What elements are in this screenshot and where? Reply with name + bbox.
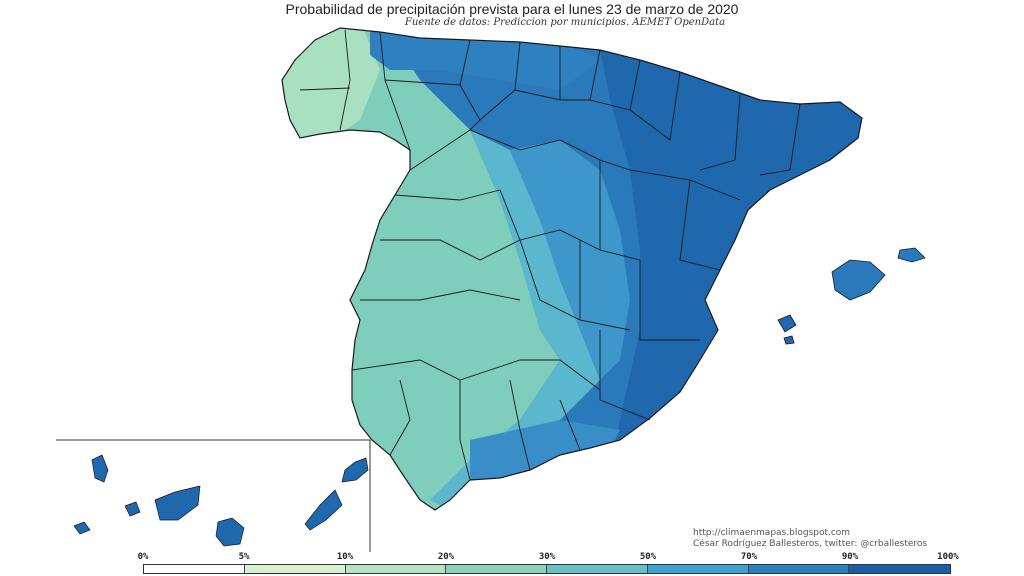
legend-segment [144, 565, 245, 573]
legend-label: 100% [937, 552, 959, 562]
legend-labels: 0% 5% 10% 20% 30% 50% 70% 90% 100% [0, 552, 1024, 564]
legend-segment [345, 565, 447, 573]
legend-segment [647, 565, 749, 573]
legend-segment [748, 565, 850, 573]
legend-label: 90% [841, 552, 859, 562]
legend-segment [244, 565, 346, 573]
credits-author: César Rodríguez Ballesteros, twitter: @c… [693, 539, 928, 549]
peninsula-fill [282, 28, 862, 510]
canary-islands [73, 454, 369, 547]
legend-segment [446, 565, 547, 573]
map-subtitle: Fuente de datos: Prediccion por municipi… [404, 17, 726, 28]
legend-label: 20% [437, 552, 455, 562]
legend-label: 0% [137, 552, 149, 562]
legend-label: 70% [740, 552, 758, 562]
peninsula-outline [281, 27, 863, 511]
balearic-islands [777, 247, 926, 345]
province-borders [299, 29, 801, 481]
legend-label: 10% [336, 552, 354, 562]
legend-label: 5% [238, 552, 250, 562]
legend-label: 30% [538, 552, 556, 562]
map-title: Probabilidad de precipitación prevista p… [285, 1, 739, 17]
canary-inset-frame [56, 439, 371, 552]
legend-segment [547, 565, 648, 573]
credits-url[interactable]: http://climaenmapas.blogspot.com [693, 528, 851, 538]
legend-color-bar [143, 564, 951, 574]
legend-label: 50% [639, 552, 657, 562]
legend-segment [849, 565, 950, 573]
credits: http://climaenmapas.blogspot.com César R… [693, 528, 927, 550]
